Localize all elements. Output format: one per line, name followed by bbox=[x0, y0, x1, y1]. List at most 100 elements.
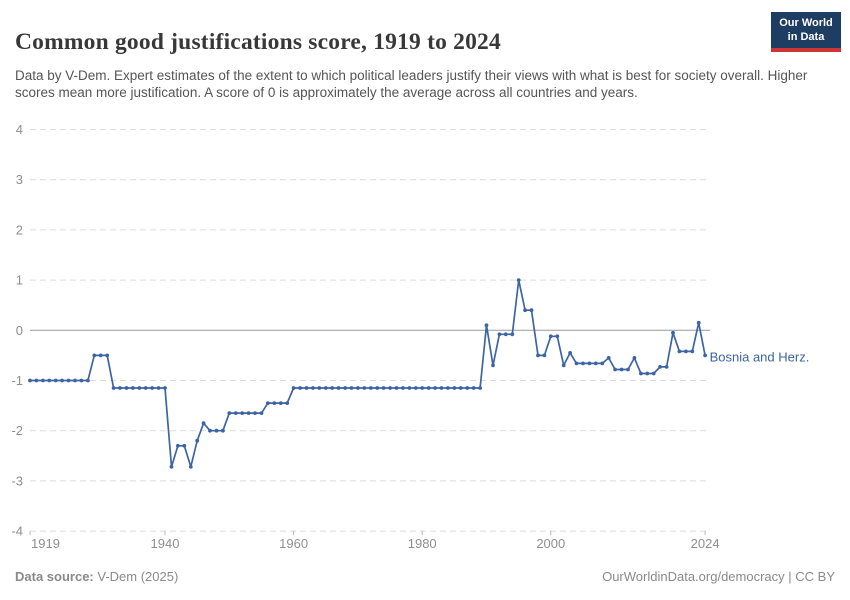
line-chart-plot[interactable]: 4 3 2 1 0 -1 -2 -3 -4 1919 1940 1960 1980 2000 2024 Bos… bbox=[0, 108, 850, 568]
data-point[interactable] bbox=[278, 401, 283, 405]
data-point[interactable] bbox=[420, 386, 425, 390]
data-point[interactable] bbox=[34, 378, 39, 383]
data-point[interactable] bbox=[510, 332, 515, 337]
data-point[interactable] bbox=[413, 386, 418, 390]
data-point[interactable] bbox=[626, 367, 630, 372]
data-point[interactable] bbox=[195, 438, 200, 443]
data-point[interactable] bbox=[246, 411, 251, 415]
data-point[interactable] bbox=[465, 386, 470, 390]
data-point[interactable] bbox=[259, 411, 264, 415]
data-point[interactable] bbox=[574, 361, 579, 366]
data-point[interactable] bbox=[214, 428, 219, 433]
data-point[interactable] bbox=[118, 386, 122, 390]
data-point[interactable] bbox=[291, 386, 296, 390]
data-point[interactable] bbox=[388, 386, 392, 390]
data-point[interactable] bbox=[523, 308, 527, 313]
data-point[interactable] bbox=[124, 386, 129, 390]
data-point[interactable] bbox=[632, 356, 637, 360]
data-point[interactable] bbox=[105, 353, 110, 358]
data-point[interactable] bbox=[503, 332, 508, 337]
data-point[interactable] bbox=[497, 332, 502, 337]
data-point[interactable] bbox=[298, 386, 302, 390]
data-point[interactable] bbox=[182, 443, 187, 448]
data-point[interactable] bbox=[568, 351, 572, 355]
data-point[interactable] bbox=[272, 401, 277, 405]
data-point[interactable] bbox=[587, 361, 592, 366]
data-point[interactable] bbox=[285, 401, 290, 405]
data-point[interactable] bbox=[150, 386, 155, 390]
data-point[interactable] bbox=[143, 386, 148, 390]
data-point[interactable] bbox=[458, 386, 463, 390]
data-point[interactable] bbox=[555, 334, 560, 339]
data-point[interactable] bbox=[73, 378, 77, 383]
data-point[interactable] bbox=[561, 363, 566, 368]
data-point[interactable] bbox=[401, 386, 405, 390]
series-label-bosnia-and-herz[interactable]: Bosnia and Herz. bbox=[710, 349, 810, 364]
data-point[interactable] bbox=[253, 411, 257, 415]
data-point[interactable] bbox=[613, 367, 617, 372]
data-point[interactable] bbox=[111, 386, 116, 390]
data-point[interactable] bbox=[645, 371, 650, 376]
data-point[interactable] bbox=[696, 320, 701, 325]
data-point[interactable] bbox=[98, 353, 103, 358]
data-point[interactable] bbox=[349, 386, 354, 390]
data-point[interactable] bbox=[581, 361, 585, 366]
data-point[interactable] bbox=[651, 371, 656, 376]
data-point[interactable] bbox=[677, 349, 682, 354]
data-point[interactable] bbox=[536, 353, 540, 358]
data-point[interactable] bbox=[600, 361, 605, 366]
data-point[interactable] bbox=[79, 378, 84, 383]
data-point[interactable] bbox=[163, 386, 167, 390]
data-point[interactable] bbox=[41, 378, 45, 383]
data-point[interactable] bbox=[433, 386, 437, 390]
data-point[interactable] bbox=[201, 421, 206, 426]
data-point[interactable] bbox=[542, 353, 547, 358]
data-point[interactable] bbox=[619, 367, 624, 372]
data-point[interactable] bbox=[304, 386, 309, 390]
data-point[interactable] bbox=[66, 378, 71, 383]
data-point[interactable] bbox=[176, 443, 180, 448]
data-point[interactable] bbox=[336, 386, 341, 390]
data-point[interactable] bbox=[330, 386, 335, 390]
data-point[interactable] bbox=[703, 353, 707, 358]
data-point[interactable] bbox=[317, 386, 322, 390]
data-point[interactable] bbox=[356, 386, 360, 390]
data-point[interactable] bbox=[606, 356, 611, 360]
data-point[interactable] bbox=[491, 363, 495, 368]
data-point[interactable] bbox=[156, 386, 161, 390]
data-point[interactable] bbox=[311, 386, 315, 390]
data-point[interactable] bbox=[439, 386, 444, 390]
data-point[interactable] bbox=[131, 386, 135, 390]
data-point[interactable] bbox=[516, 278, 521, 282]
data-point[interactable] bbox=[690, 349, 695, 354]
data-point[interactable] bbox=[362, 386, 367, 390]
data-line[interactable] bbox=[29, 279, 706, 468]
data-point[interactable] bbox=[664, 365, 669, 369]
data-point[interactable] bbox=[53, 378, 58, 383]
data-point[interactable] bbox=[471, 386, 476, 390]
data-point[interactable] bbox=[368, 386, 373, 390]
data-point[interactable] bbox=[233, 411, 238, 415]
data-point[interactable] bbox=[137, 386, 142, 390]
data-point[interactable] bbox=[227, 411, 232, 415]
data-point[interactable] bbox=[60, 378, 64, 383]
data-point[interactable] bbox=[407, 386, 412, 390]
data-point[interactable] bbox=[446, 386, 450, 390]
data-point[interactable] bbox=[639, 371, 643, 376]
data-point[interactable] bbox=[671, 330, 675, 335]
data-point[interactable] bbox=[684, 349, 688, 354]
data-point[interactable] bbox=[394, 386, 399, 390]
data-point[interactable] bbox=[452, 386, 457, 390]
data-point[interactable] bbox=[658, 365, 662, 369]
data-point[interactable] bbox=[92, 353, 97, 358]
data-point[interactable] bbox=[593, 361, 598, 366]
data-point[interactable] bbox=[548, 334, 553, 339]
data-point[interactable] bbox=[266, 401, 270, 405]
data-point[interactable] bbox=[529, 308, 534, 313]
data-point[interactable] bbox=[478, 386, 482, 390]
data-point[interactable] bbox=[188, 464, 193, 469]
data-point[interactable] bbox=[381, 386, 386, 390]
data-point[interactable] bbox=[375, 386, 380, 390]
data-point[interactable] bbox=[28, 378, 32, 383]
data-point[interactable] bbox=[47, 378, 52, 383]
